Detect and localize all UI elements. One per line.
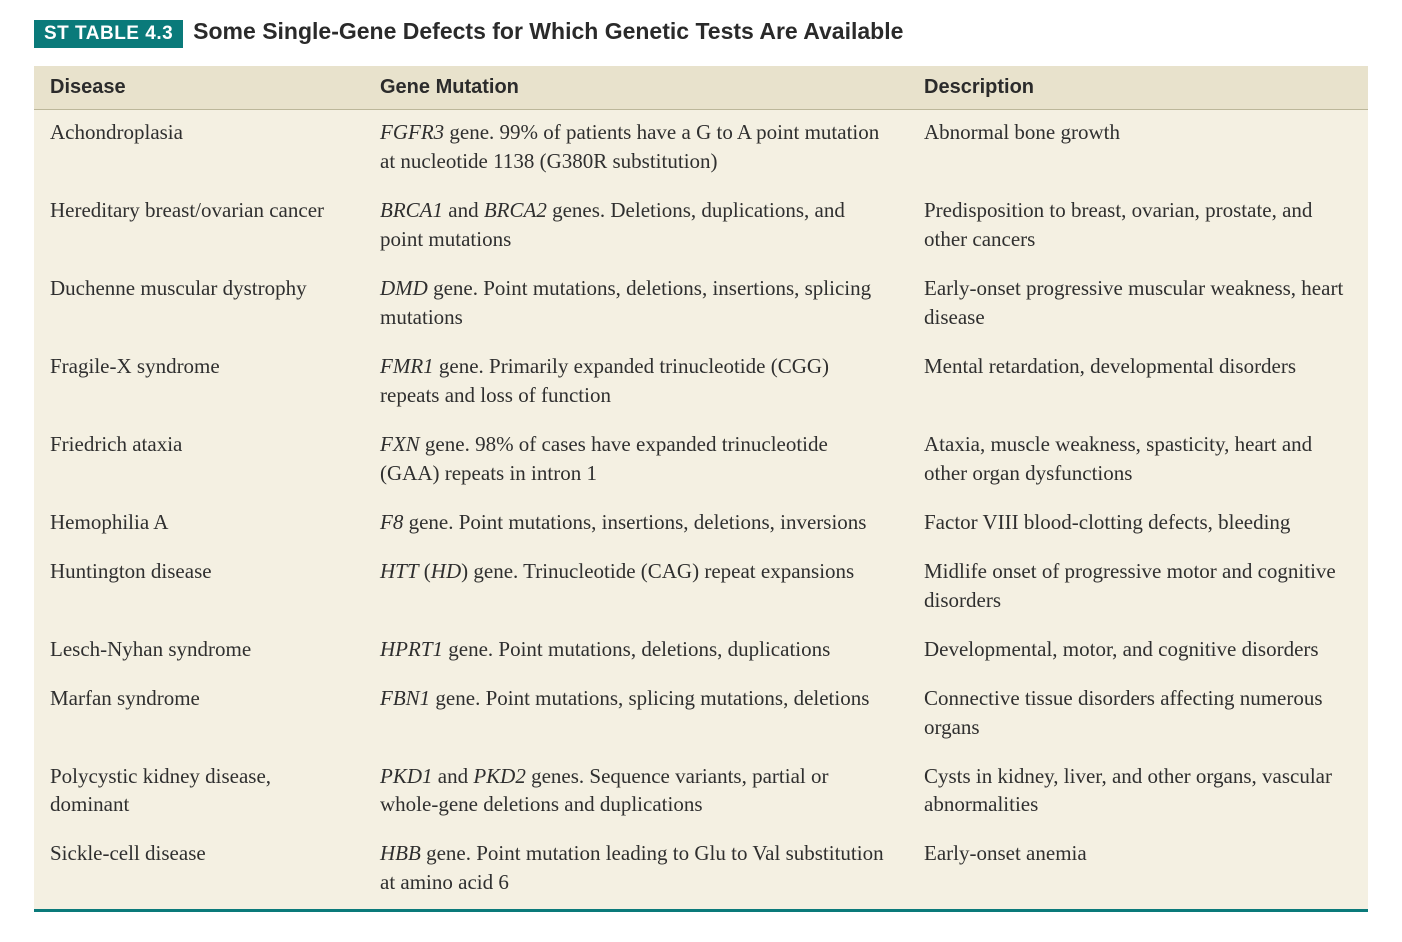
gene-mutation-cell: HPRT1 gene. Point mutations, deletions, … — [364, 627, 908, 676]
table-row: Friedrich ataxiaFXN gene. 98% of cases h… — [34, 422, 1368, 500]
gene-mutation-cell: DMD gene. Point mutations, deletions, in… — [364, 266, 908, 344]
description-cell: Predisposition to breast, ovarian, prost… — [908, 188, 1368, 266]
gene-name: FGFR3 — [380, 120, 444, 144]
disease-cell: Hemophilia A — [34, 500, 364, 549]
table-number-label: ST TABLE 4.3 — [34, 20, 183, 48]
disease-cell: Huntington disease — [34, 549, 364, 627]
gene-mutation-cell: FBN1 gene. Point mutations, splicing mut… — [364, 676, 908, 754]
description-cell: Early-onset progressive muscular weaknes… — [908, 266, 1368, 344]
table-title: Some Single-Gene Defects for Which Genet… — [193, 18, 903, 45]
description-cell: Connective tissue disorders affecting nu… — [908, 676, 1368, 754]
mutation-detail: gene. Primarily expanded trinucleotide (… — [380, 354, 829, 407]
gene-mutation-cell: F8 gene. Point mutations, insertions, de… — [364, 500, 908, 549]
disease-cell: Sickle-cell disease — [34, 831, 364, 910]
table-row: Sickle-cell diseaseHBB gene. Point mutat… — [34, 831, 1368, 910]
mutation-detail: gene. Point mutation leading to Glu to V… — [380, 841, 884, 894]
col-header-description: Description — [908, 66, 1368, 110]
gene-joiner: and — [433, 764, 474, 788]
description-cell: Midlife onset of progressive motor and c… — [908, 549, 1368, 627]
mutation-detail: gene. 99% of patients have a G to A poin… — [380, 120, 879, 173]
gene-joiner: and — [443, 198, 484, 222]
disease-cell: Fragile-X syndrome — [34, 344, 364, 422]
description-cell: Cysts in kidney, liver, and other organs… — [908, 754, 1368, 832]
disease-cell: Hereditary breast/ovarian cancer — [34, 188, 364, 266]
disease-cell: Lesch-Nyhan syndrome — [34, 627, 364, 676]
gene-name: HTT — [380, 559, 419, 583]
table-row: Hereditary breast/ovarian cancerBRCA1 an… — [34, 188, 1368, 266]
gene-name: PKD1 — [380, 764, 433, 788]
gene-mutation-cell: PKD1 and PKD2 genes. Sequence variants, … — [364, 754, 908, 832]
mutation-detail: gene. Point mutations, deletions, insert… — [380, 276, 871, 329]
table-header-row: Disease Gene Mutation Description — [34, 66, 1368, 110]
gene-name: BRCA1 — [380, 198, 443, 222]
description-cell: Abnormal bone growth — [908, 110, 1368, 188]
col-header-disease: Disease — [34, 66, 364, 110]
description-cell: Factor VIII blood-clotting defects, blee… — [908, 500, 1368, 549]
table-row: Duchenne muscular dystrophyDMD gene. Poi… — [34, 266, 1368, 344]
disease-cell: Duchenne muscular dystrophy — [34, 266, 364, 344]
description-cell: Ataxia, muscle weakness, spasticity, hea… — [908, 422, 1368, 500]
mutation-detail: gene. Point mutations, splicing mutation… — [430, 686, 869, 710]
table-row: AchondroplasiaFGFR3 gene. 99% of patient… — [34, 110, 1368, 188]
gene-name: BRCA2 — [484, 198, 547, 222]
description-cell: Mental retardation, developmental disord… — [908, 344, 1368, 422]
gene-mutation-cell: HTT (HD) gene. Trinucleotide (CAG) repea… — [364, 549, 908, 627]
description-cell: Early-onset anemia — [908, 831, 1368, 910]
table-row: Marfan syndromeFBN1 gene. Point mutation… — [34, 676, 1368, 754]
mutation-detail: gene. Point mutations, insertions, delet… — [403, 510, 866, 534]
table-caption: ST TABLE 4.3 Some Single-Gene Defects fo… — [34, 18, 1368, 48]
gene-mutation-cell: HBB gene. Point mutation leading to Glu … — [364, 831, 908, 910]
gene-mutation-cell: FXN gene. 98% of cases have expanded tri… — [364, 422, 908, 500]
genetic-tests-table: Disease Gene Mutation Description Achond… — [34, 66, 1368, 912]
gene-name: FBN1 — [380, 686, 430, 710]
description-cell: Developmental, motor, and cognitive diso… — [908, 627, 1368, 676]
disease-cell: Achondroplasia — [34, 110, 364, 188]
gene-name: FXN — [380, 432, 420, 456]
mutation-detail: gene. Trinucleotide (CAG) repeat expansi… — [468, 559, 854, 583]
gene-mutation-cell: BRCA1 and BRCA2 genes. Deletions, duplic… — [364, 188, 908, 266]
table-row: Lesch-Nyhan syndromeHPRT1 gene. Point mu… — [34, 627, 1368, 676]
gene-name: FMR1 — [380, 354, 434, 378]
table-row: Fragile-X syndromeFMR1 gene. Primarily e… — [34, 344, 1368, 422]
gene-name: DMD — [380, 276, 428, 300]
gene-name-paren: HD — [431, 559, 461, 583]
disease-cell: Marfan syndrome — [34, 676, 364, 754]
gene-name: PKD2 — [473, 764, 526, 788]
mutation-detail: gene. Point mutations, deletions, duplic… — [443, 637, 830, 661]
table-row: Hemophilia AF8 gene. Point mutations, in… — [34, 500, 1368, 549]
gene-name: HBB — [380, 841, 421, 865]
gene-mutation-cell: FGFR3 gene. 99% of patients have a G to … — [364, 110, 908, 188]
gene-name: F8 — [380, 510, 403, 534]
disease-cell: Polycystic kidney disease, dominant — [34, 754, 364, 832]
mutation-detail: gene. 98% of cases have expanded trinucl… — [380, 432, 828, 485]
gene-name: HPRT1 — [380, 637, 443, 661]
table-row: Polycystic kidney disease, dominantPKD1 … — [34, 754, 1368, 832]
gene-mutation-cell: FMR1 gene. Primarily expanded trinucleot… — [364, 344, 908, 422]
disease-cell: Friedrich ataxia — [34, 422, 364, 500]
page: ST TABLE 4.3 Some Single-Gene Defects fo… — [0, 0, 1402, 942]
table-body: AchondroplasiaFGFR3 gene. 99% of patient… — [34, 110, 1368, 911]
col-header-gene-mutation: Gene Mutation — [364, 66, 908, 110]
table-row: Huntington diseaseHTT (HD) gene. Trinucl… — [34, 549, 1368, 627]
